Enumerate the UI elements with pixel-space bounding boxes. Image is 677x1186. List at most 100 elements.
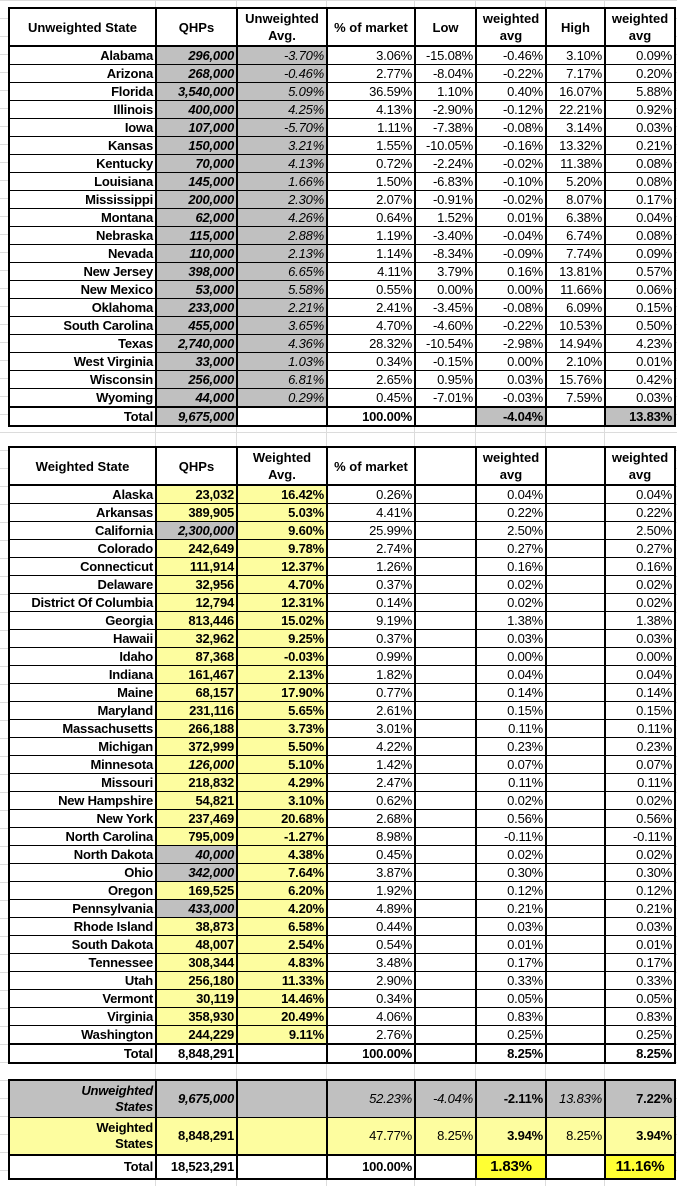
high-cell: 6.09% bbox=[545, 298, 606, 317]
table-row: California 2,300,000 9.60% 25.99% 2.50% 2.50% bbox=[8, 521, 676, 540]
high-cell bbox=[545, 809, 606, 828]
high-weighted-cell: -0.11% bbox=[604, 827, 676, 846]
low-cell bbox=[414, 484, 477, 504]
high-weighted-cell: 0.02% bbox=[604, 791, 676, 810]
high-weighted-cell: 0.30% bbox=[604, 863, 676, 882]
qhps-cell: 795,009 bbox=[155, 827, 238, 846]
high-cell bbox=[545, 647, 606, 666]
high-cell: 3.10% bbox=[545, 45, 606, 65]
low-cell bbox=[414, 701, 477, 720]
low-cell bbox=[414, 557, 477, 576]
state-cell: Nebraska bbox=[8, 226, 157, 245]
qhps-cell: 44,000 bbox=[155, 388, 238, 407]
state-cell: Oklahoma bbox=[8, 298, 157, 317]
avg-cell: 4.36% bbox=[236, 334, 328, 353]
high-weighted-cell: 0.17% bbox=[604, 190, 676, 209]
low-weighted-cell: -0.02% bbox=[475, 190, 547, 209]
high-weighted-cell: 0.03% bbox=[604, 118, 676, 137]
market-total: 100.00% bbox=[326, 1043, 416, 1063]
high-weighted-cell: 0.56% bbox=[604, 809, 676, 828]
high-weighted-cell: 0.09% bbox=[604, 244, 676, 263]
high-weighted-cell: 0.03% bbox=[604, 388, 676, 407]
state-cell: Wisconsin bbox=[8, 370, 157, 389]
market-cell: 52.23% bbox=[326, 1079, 416, 1118]
low-cell bbox=[414, 737, 477, 756]
high-weighted-cell: 0.16% bbox=[604, 557, 676, 576]
low-cell bbox=[414, 827, 477, 846]
low-weighted-cell: 0.02% bbox=[475, 593, 547, 612]
table-row: Kansas 150,000 3.21% 1.55% -10.05% -0.16% 13.3… bbox=[8, 136, 676, 155]
table-row: Maryland 231,116 5.65% 2.61% 0.15% 0.15% bbox=[8, 701, 676, 720]
qhps-cell: 38,873 bbox=[155, 917, 238, 936]
avg-cell: 2.21% bbox=[236, 298, 328, 317]
high-weighted-cell: 0.08% bbox=[604, 154, 676, 173]
market-cell: 0.45% bbox=[326, 388, 416, 407]
market-cell: 4.06% bbox=[326, 1007, 416, 1026]
avg-cell: 9.11% bbox=[236, 1025, 328, 1044]
high-total bbox=[545, 406, 606, 426]
avg-cell: 2.88% bbox=[236, 226, 328, 245]
avg-cell: 5.50% bbox=[236, 737, 328, 756]
high-weighted-cell: 0.11% bbox=[604, 719, 676, 738]
low-cell: -2.90% bbox=[414, 100, 477, 119]
low-cell bbox=[414, 845, 477, 864]
low-weighted-cell: 0.01% bbox=[475, 935, 547, 954]
avg-cell: 7.64% bbox=[236, 863, 328, 882]
low-cell bbox=[414, 881, 477, 900]
qhps-cell: 358,930 bbox=[155, 1007, 238, 1026]
high-weighted-cell: 0.21% bbox=[604, 899, 676, 918]
table-row: Minnesota 126,000 5.10% 1.42% 0.07% 0.07% bbox=[8, 755, 676, 774]
low-weighted-cell: -0.10% bbox=[475, 172, 547, 191]
qhps-cell: 53,000 bbox=[155, 280, 238, 299]
avg-cell: 5.10% bbox=[236, 755, 328, 774]
low-weighted-cell: 0.56% bbox=[475, 809, 547, 828]
state-cell: Alabama bbox=[8, 45, 157, 65]
avg-cell: 4.25% bbox=[236, 100, 328, 119]
summary-row-total: Total 18,523,291 100.00% 1.83% 11.16% bbox=[8, 1154, 676, 1179]
low-weighted-cell: 0.00% bbox=[475, 280, 547, 299]
low-weighted-cell: -2.11% bbox=[475, 1079, 547, 1118]
table-row: Missouri 218,832 4.29% 2.47% 0.11% 0.11% bbox=[8, 773, 676, 792]
qhps-cell: 115,000 bbox=[155, 226, 238, 245]
low-cell bbox=[414, 755, 477, 774]
table-row: Kentucky 70,000 4.13% 0.72% -2.24% -0.02% 11.3… bbox=[8, 154, 676, 173]
high-cell bbox=[545, 665, 606, 684]
high-weighted-cell: 0.57% bbox=[604, 262, 676, 281]
low-weighted-cell: -0.04% bbox=[475, 226, 547, 245]
low-weighted-cell: 0.04% bbox=[475, 484, 547, 504]
table-row: North Carolina 795,009 -1.27% 8.98% -0.11% -0… bbox=[8, 827, 676, 846]
low-total bbox=[414, 406, 477, 426]
avg-cell: 3.21% bbox=[236, 136, 328, 155]
low-weighted-cell: 0.16% bbox=[475, 557, 547, 576]
high-cell bbox=[545, 484, 606, 504]
state-cell: Montana bbox=[8, 208, 157, 227]
column-header-avg: Unweighted Avg. bbox=[236, 7, 328, 47]
low-weighted-cell: 0.00% bbox=[475, 647, 547, 666]
avg-cell: 5.09% bbox=[236, 82, 328, 101]
qhps-cell: 32,956 bbox=[155, 575, 238, 594]
market-cell: 2.74% bbox=[326, 539, 416, 558]
table-row: Maine 68,157 17.90% 0.77% 0.14% 0.14% bbox=[8, 683, 676, 702]
qhps-cell: 107,000 bbox=[155, 118, 238, 137]
avg-cell: 17.90% bbox=[236, 683, 328, 702]
state-cell: Maine bbox=[8, 683, 157, 702]
low-weighted-cell: -0.11% bbox=[475, 827, 547, 846]
high-weighted-cell: 0.03% bbox=[604, 917, 676, 936]
high-cell: 22.21% bbox=[545, 100, 606, 119]
market-cell: 3.48% bbox=[326, 953, 416, 972]
qhps-cell: 87,368 bbox=[155, 647, 238, 666]
low-cell bbox=[414, 503, 477, 522]
avg-cell: 5.03% bbox=[236, 503, 328, 522]
table-row: Vermont 30,119 14.46% 0.34% 0.05% 0.05% bbox=[8, 989, 676, 1008]
low-weighted-total: -4.04% bbox=[475, 406, 547, 426]
market-cell: 4.22% bbox=[326, 737, 416, 756]
market-cell: 1.55% bbox=[326, 136, 416, 155]
state-cell: Iowa bbox=[8, 118, 157, 137]
low-weighted-cell: 0.40% bbox=[475, 82, 547, 101]
column-header-low bbox=[414, 446, 477, 486]
qhps-cell: 169,525 bbox=[155, 881, 238, 900]
high-cell bbox=[545, 755, 606, 774]
high-cell bbox=[545, 773, 606, 792]
high-weighted-cell: 0.25% bbox=[604, 1025, 676, 1044]
state-cell: Arkansas bbox=[8, 503, 157, 522]
